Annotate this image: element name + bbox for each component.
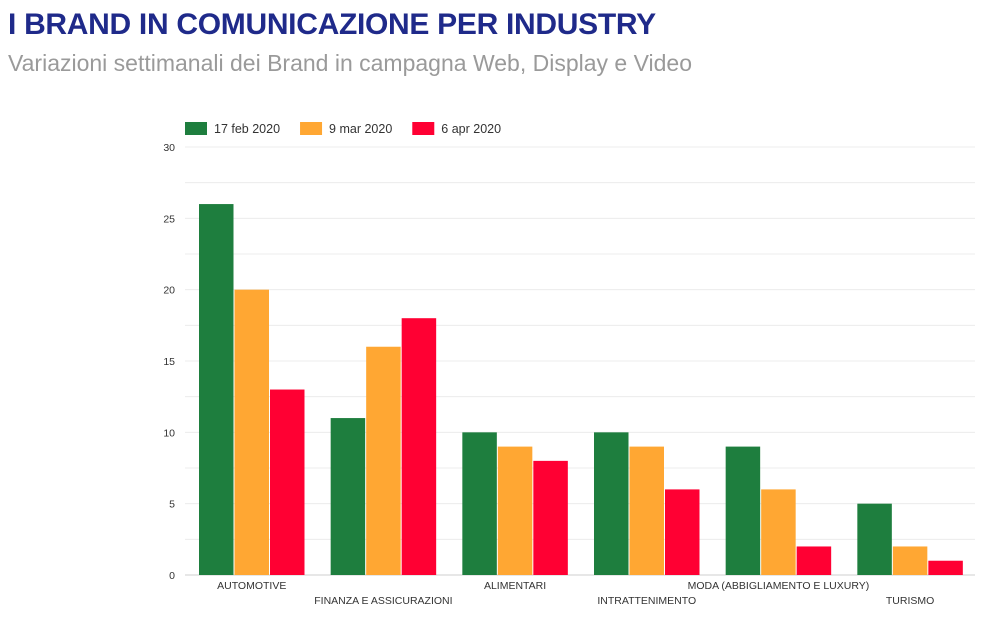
y-tick-label: 0 [169,570,175,582]
chart-subtitle: Variazioni settimanali dei Brand in camp… [8,50,692,76]
bar-3-2 [665,489,700,575]
y-axis-ticks: 0 5 10 15 20 25 30 [163,142,175,582]
legend-label: 17 feb 2020 [214,122,280,136]
legend-label: 6 apr 2020 [441,122,501,136]
x-category-label: TURISMO [886,595,934,607]
bar-2-0 [462,432,497,575]
bar-0-1 [234,289,269,575]
bar-3-0 [594,432,629,575]
bar-1-0 [330,418,366,575]
bar-2-2 [533,460,568,575]
bar-4-1 [761,489,796,575]
bar-4-0 [725,446,761,575]
bar-3-1 [629,446,664,575]
legend-swatch [185,122,207,135]
x-category-label: MODA (ABBIGLIAMENTO E LUXURY) [688,580,870,592]
gridlines [185,146,975,576]
legend-label: 9 mar 2020 [329,122,392,136]
y-tick-label: 5 [169,499,175,511]
x-category-label: ALIMENTARI [484,580,546,592]
x-category-label: INTRATTENIMENTO [597,595,696,607]
x-category-label: AUTOMOTIVE [217,580,286,592]
x-axis-labels: AUTOMOTIVE FINANZA E ASSICURAZIONI ALIMENT… [217,580,934,607]
bar-4-2 [796,546,832,575]
y-tick-label: 25 [163,213,175,225]
bar-5-2 [928,560,963,575]
legend-swatch [412,122,435,135]
legend: 17 feb 2020 9 mar 2020 6 apr 2020 [185,122,501,136]
bar-0-0 [199,204,234,576]
legend-swatch [300,122,323,135]
bar-1-1 [366,346,401,575]
y-tick-label: 15 [163,356,175,368]
bars [199,204,963,576]
y-tick-label: 10 [163,427,175,439]
bar-5-0 [857,503,892,575]
x-category-label: FINANZA E ASSICURAZIONI [314,595,452,607]
bar-0-2 [270,389,305,575]
bar-5-1 [892,546,928,575]
y-tick-label: 20 [163,285,175,297]
y-tick-label: 30 [163,142,175,154]
bar-2-1 [497,446,533,575]
chart-title: I BRAND IN COMUNICAZIONE PER INDUSTRY [8,8,656,41]
bar-1-2 [401,318,437,575]
